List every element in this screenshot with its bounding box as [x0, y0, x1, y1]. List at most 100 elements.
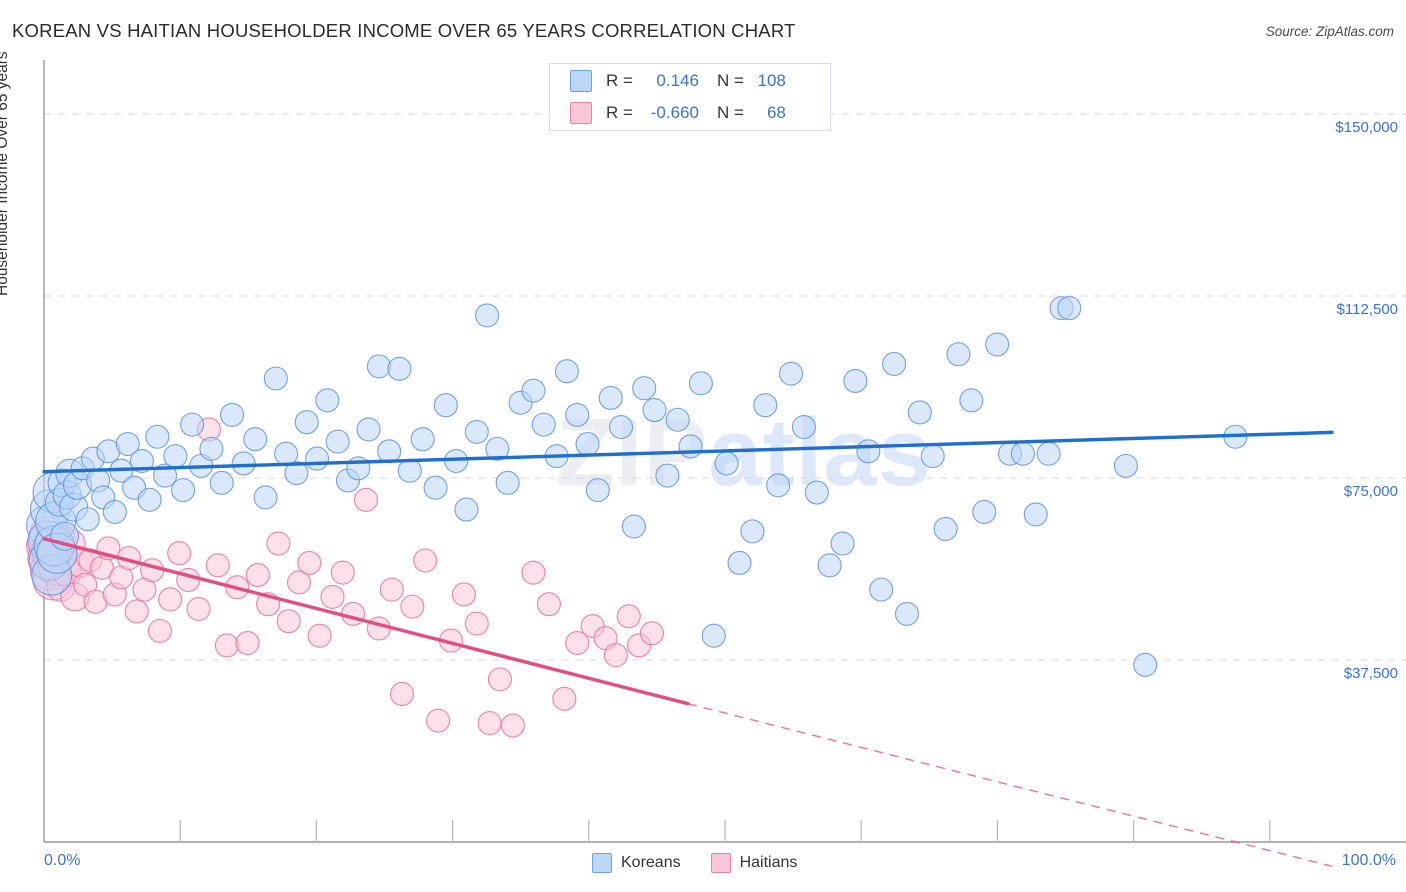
data-point: [129, 448, 154, 474]
data-point: [701, 623, 726, 648]
data-point: [205, 553, 230, 578]
data-point: [688, 371, 713, 396]
data-point: [32, 472, 74, 514]
y-axis-tick-label: $150,000: [1335, 118, 1398, 136]
data-point: [315, 388, 340, 413]
data-point: [933, 516, 958, 542]
data-point: [116, 546, 142, 571]
data-point: [286, 570, 312, 595]
legend-label-haitians: Haitians: [739, 854, 798, 871]
data-point: [31, 530, 73, 572]
data-point: [235, 630, 260, 656]
data-point: [276, 609, 301, 634]
data-point: [109, 565, 134, 590]
data-point: [231, 451, 256, 476]
stats-row-koreans: R = 0.146 N = 108: [550, 66, 832, 96]
data-point: [47, 468, 77, 498]
data-point: [36, 532, 78, 574]
data-point: [603, 643, 628, 668]
data-point: [294, 410, 319, 435]
data-point: [186, 596, 211, 622]
data-point: [778, 361, 804, 386]
watermark-zip: ZIP: [556, 399, 709, 506]
data-point: [536, 592, 561, 617]
data-point: [346, 456, 371, 481]
data-point: [477, 711, 502, 736]
stats-n-value-haitians: 68: [766, 103, 786, 122]
data-point: [972, 499, 997, 525]
data-point: [83, 589, 108, 614]
stats-row-haitians: R = -0.660 N = 68: [550, 98, 832, 128]
data-point: [26, 505, 68, 547]
data-point: [26, 525, 68, 567]
data-point: [353, 487, 379, 512]
series-legend: Koreans Haitians: [592, 850, 827, 876]
data-point: [485, 436, 510, 461]
data-point: [46, 572, 76, 602]
data-point: [531, 412, 556, 437]
data-point: [423, 475, 448, 500]
data-point: [31, 554, 73, 596]
data-point: [78, 548, 103, 573]
data-point: [390, 681, 415, 707]
data-point: [75, 507, 100, 532]
data-point: [946, 342, 971, 367]
stats-n-label-haitians: N =: [716, 103, 744, 122]
data-point: [740, 519, 765, 544]
data-point: [580, 613, 605, 639]
data-point: [214, 633, 239, 658]
data-point: [997, 441, 1023, 466]
data-point: [387, 356, 412, 381]
data-point: [521, 560, 546, 585]
data-point: [632, 376, 657, 401]
stats-n-value-koreans: 108: [757, 71, 786, 90]
stats-r-value-koreans: 0.146: [656, 71, 699, 90]
data-point: [554, 359, 579, 384]
data-point: [28, 515, 70, 557]
stats-r-label-haitians: R =: [606, 103, 633, 122]
data-point: [266, 531, 291, 556]
data-point: [894, 601, 920, 626]
data-point: [451, 582, 476, 607]
data-point: [356, 417, 381, 442]
trend-line-haitians: [42, 536, 690, 706]
data-point: [124, 599, 149, 624]
data-point: [163, 444, 188, 469]
stats-n-label-koreans: N =: [716, 71, 744, 90]
legend-item-haitians[interactable]: Haitians: [710, 853, 798, 873]
data-point: [225, 575, 250, 600]
data-point: [335, 468, 361, 493]
y-axis-tick-label: $75,000: [1343, 482, 1398, 500]
data-point: [593, 626, 618, 651]
data-point: [1223, 424, 1248, 449]
data-point: [882, 351, 907, 376]
data-point: [1133, 652, 1158, 677]
data-point: [50, 521, 80, 551]
data-point: [65, 548, 95, 578]
data-point: [444, 448, 469, 474]
data-point: [245, 563, 270, 588]
data-point: [426, 708, 451, 733]
data-point: [27, 520, 69, 562]
data-point: [397, 458, 422, 483]
stats-r-value-haitians: -0.660: [650, 103, 699, 122]
data-point: [297, 550, 322, 575]
data-point: [830, 531, 855, 556]
data-point: [28, 539, 70, 582]
data-point: [413, 548, 438, 573]
data-point: [52, 558, 82, 588]
data-point: [433, 393, 458, 418]
data-point: [464, 419, 489, 444]
data-point: [1010, 441, 1035, 466]
data-point: [32, 559, 74, 601]
data-point: [48, 541, 78, 571]
data-point: [1023, 502, 1048, 527]
data-point: [171, 478, 196, 503]
y-axis-tick-label: $37,500: [1343, 664, 1398, 682]
data-point: [627, 633, 652, 658]
legend-item-koreans[interactable]: Koreans: [592, 853, 681, 873]
data-point: [454, 497, 479, 522]
data-point: [44, 487, 75, 517]
zipatlas-watermark: ZIPatlas: [556, 398, 932, 508]
